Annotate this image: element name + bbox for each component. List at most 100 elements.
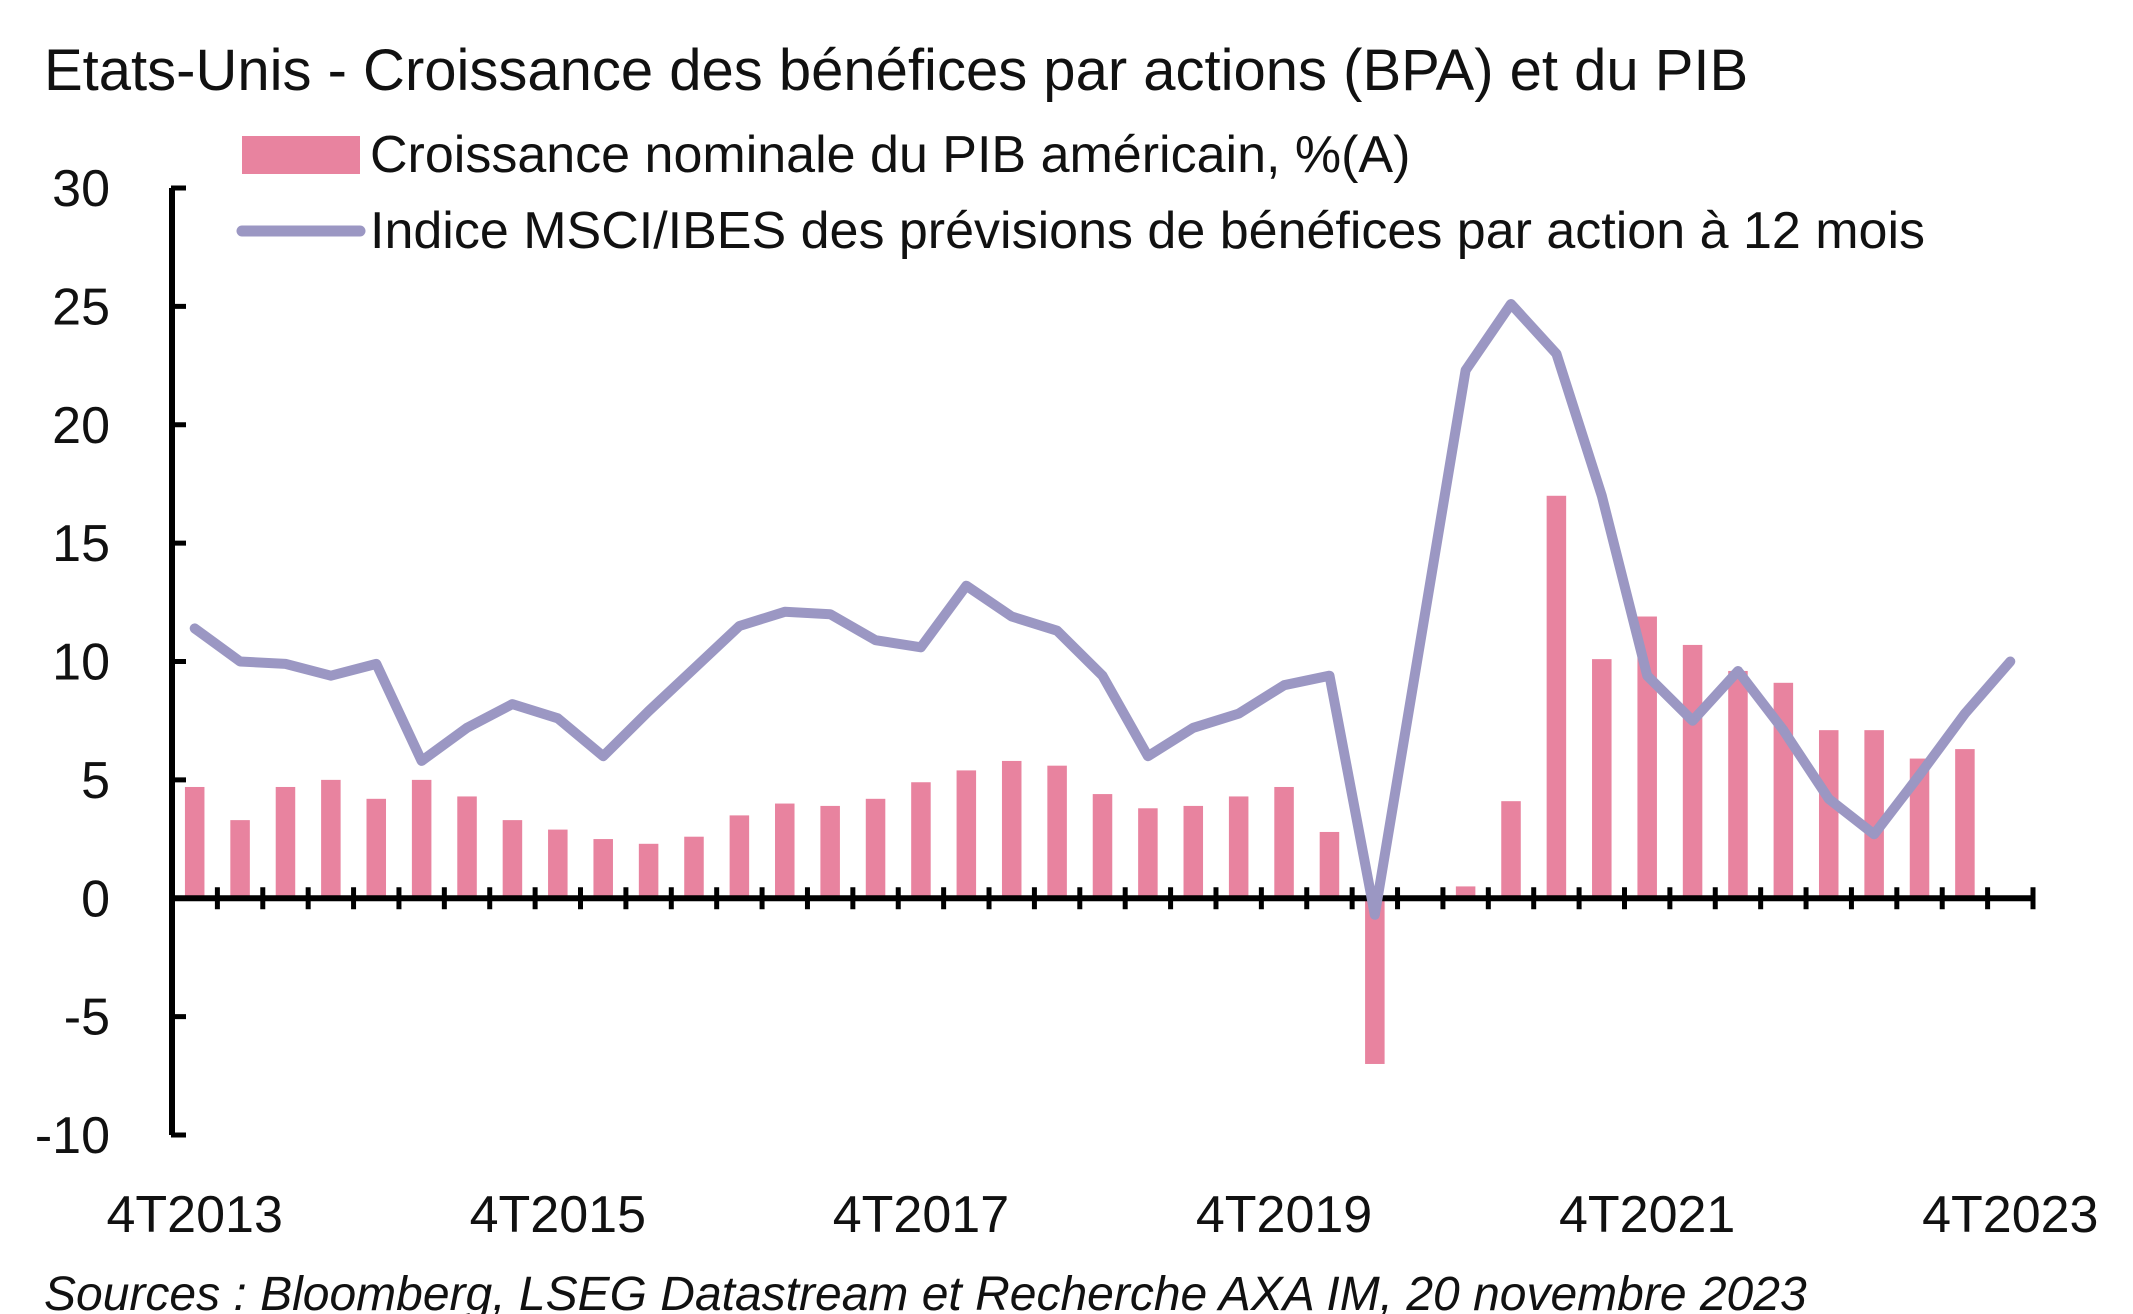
x-tick-label: 4T2017 [833, 1186, 1009, 1244]
line-point [1642, 671, 1652, 681]
bar [184, 786, 205, 899]
y-tick-label: 15 [52, 515, 110, 573]
bar [865, 798, 886, 899]
bar [775, 803, 795, 899]
bar [1455, 886, 1476, 899]
line-point [1869, 829, 1879, 839]
bar [1955, 749, 1975, 899]
bar [1592, 659, 1612, 899]
line-point [1143, 751, 1153, 761]
bar [638, 843, 659, 899]
bar [1501, 801, 1521, 899]
line-point [598, 751, 608, 761]
line-point [1098, 671, 1107, 681]
bar [1864, 730, 1884, 899]
line-point [553, 713, 563, 723]
line-point [871, 635, 881, 645]
line-point [1324, 671, 1334, 681]
line-point [2005, 657, 2015, 666]
bar [1365, 898, 1385, 1064]
bar [548, 829, 568, 899]
line-point [1279, 680, 1289, 690]
bar [502, 820, 523, 899]
bar [411, 779, 432, 899]
line-point [1915, 770, 1925, 780]
line-point [1188, 723, 1198, 733]
legend-label-bar: Croissance nominale du PIB américain, %(… [370, 126, 1410, 184]
bar [1319, 831, 1340, 899]
bar [321, 779, 341, 899]
bar-series [184, 495, 1975, 1064]
line-point [235, 657, 245, 666]
bar [1228, 796, 1249, 899]
line-point [326, 671, 336, 681]
chart-title: Etats-Unis - Croissance des bénéfices pa… [44, 38, 1748, 103]
y-tick-label: 10 [52, 634, 110, 692]
bar [230, 820, 250, 899]
bar [1047, 765, 1067, 899]
line-point [1007, 612, 1017, 622]
bar [911, 782, 931, 899]
bar [1138, 808, 1158, 899]
line-point [1234, 709, 1244, 719]
legend: Croissance nominale du PIB américain, %(… [236, 126, 1925, 260]
line-series [189, 299, 2016, 920]
line-point [961, 581, 971, 591]
bar [1818, 730, 1839, 899]
bar [1092, 794, 1113, 899]
x-tick-label: 4T2015 [470, 1186, 646, 1244]
bar [1274, 786, 1294, 899]
y-tick-label: -10 [35, 1107, 110, 1165]
x-tick-label: 4T2021 [1559, 1186, 1735, 1244]
line-point [1415, 638, 1425, 648]
x-axis: 4T2013 4T2015 4T2017 4T2019 4T2021 4T2023 [107, 887, 2098, 1244]
source-note: Sources : Bloomberg, LSEG Datastream et … [44, 1268, 1807, 1314]
y-tick-label: 20 [52, 397, 110, 455]
x-tick-label: 4T2019 [1196, 1186, 1372, 1244]
bar [684, 836, 704, 899]
y-axis: 30 25 20 15 10 5 0 -5 -10 [35, 160, 186, 1165]
line-point [780, 607, 790, 617]
line-point [1733, 666, 1743, 676]
y-tick-label: 5 [81, 752, 110, 810]
line-point [507, 699, 517, 709]
y-tick-label: 25 [52, 278, 110, 336]
line-point [190, 623, 200, 633]
x-tick-label: 4T2023 [1922, 1186, 2098, 1244]
y-tick-label: -5 [64, 989, 110, 1047]
bar [366, 798, 387, 899]
bar [1909, 758, 1930, 899]
bar [1183, 805, 1204, 899]
line-point [1461, 365, 1471, 375]
bar [457, 796, 477, 899]
y-tick-label: 30 [52, 160, 110, 218]
line-point [689, 664, 699, 674]
bar [275, 786, 296, 899]
line-point [644, 706, 654, 716]
line-point [734, 621, 744, 631]
bar [1728, 670, 1748, 899]
line-point [417, 756, 427, 766]
bar [1001, 760, 1022, 899]
bar [956, 770, 977, 899]
line-point [1052, 626, 1062, 636]
legend-label-line: Indice MSCI/IBES des prévisions de bénéf… [370, 202, 1925, 260]
line-point [1960, 709, 1970, 719]
line-point [1824, 794, 1834, 804]
bar [1546, 495, 1567, 899]
x-tick-label: 4T2013 [107, 1186, 283, 1244]
bar [593, 839, 613, 899]
line-point [371, 659, 381, 669]
bar [729, 815, 750, 899]
legend-swatch-bar [242, 136, 360, 174]
bar [820, 805, 840, 899]
line-point [1370, 910, 1380, 920]
line-point [1778, 725, 1788, 735]
bar [1682, 644, 1703, 899]
line-point [462, 723, 472, 733]
line-point [1688, 716, 1698, 726]
line-point [280, 659, 290, 669]
line-point [825, 609, 835, 619]
line-point [1551, 349, 1561, 359]
